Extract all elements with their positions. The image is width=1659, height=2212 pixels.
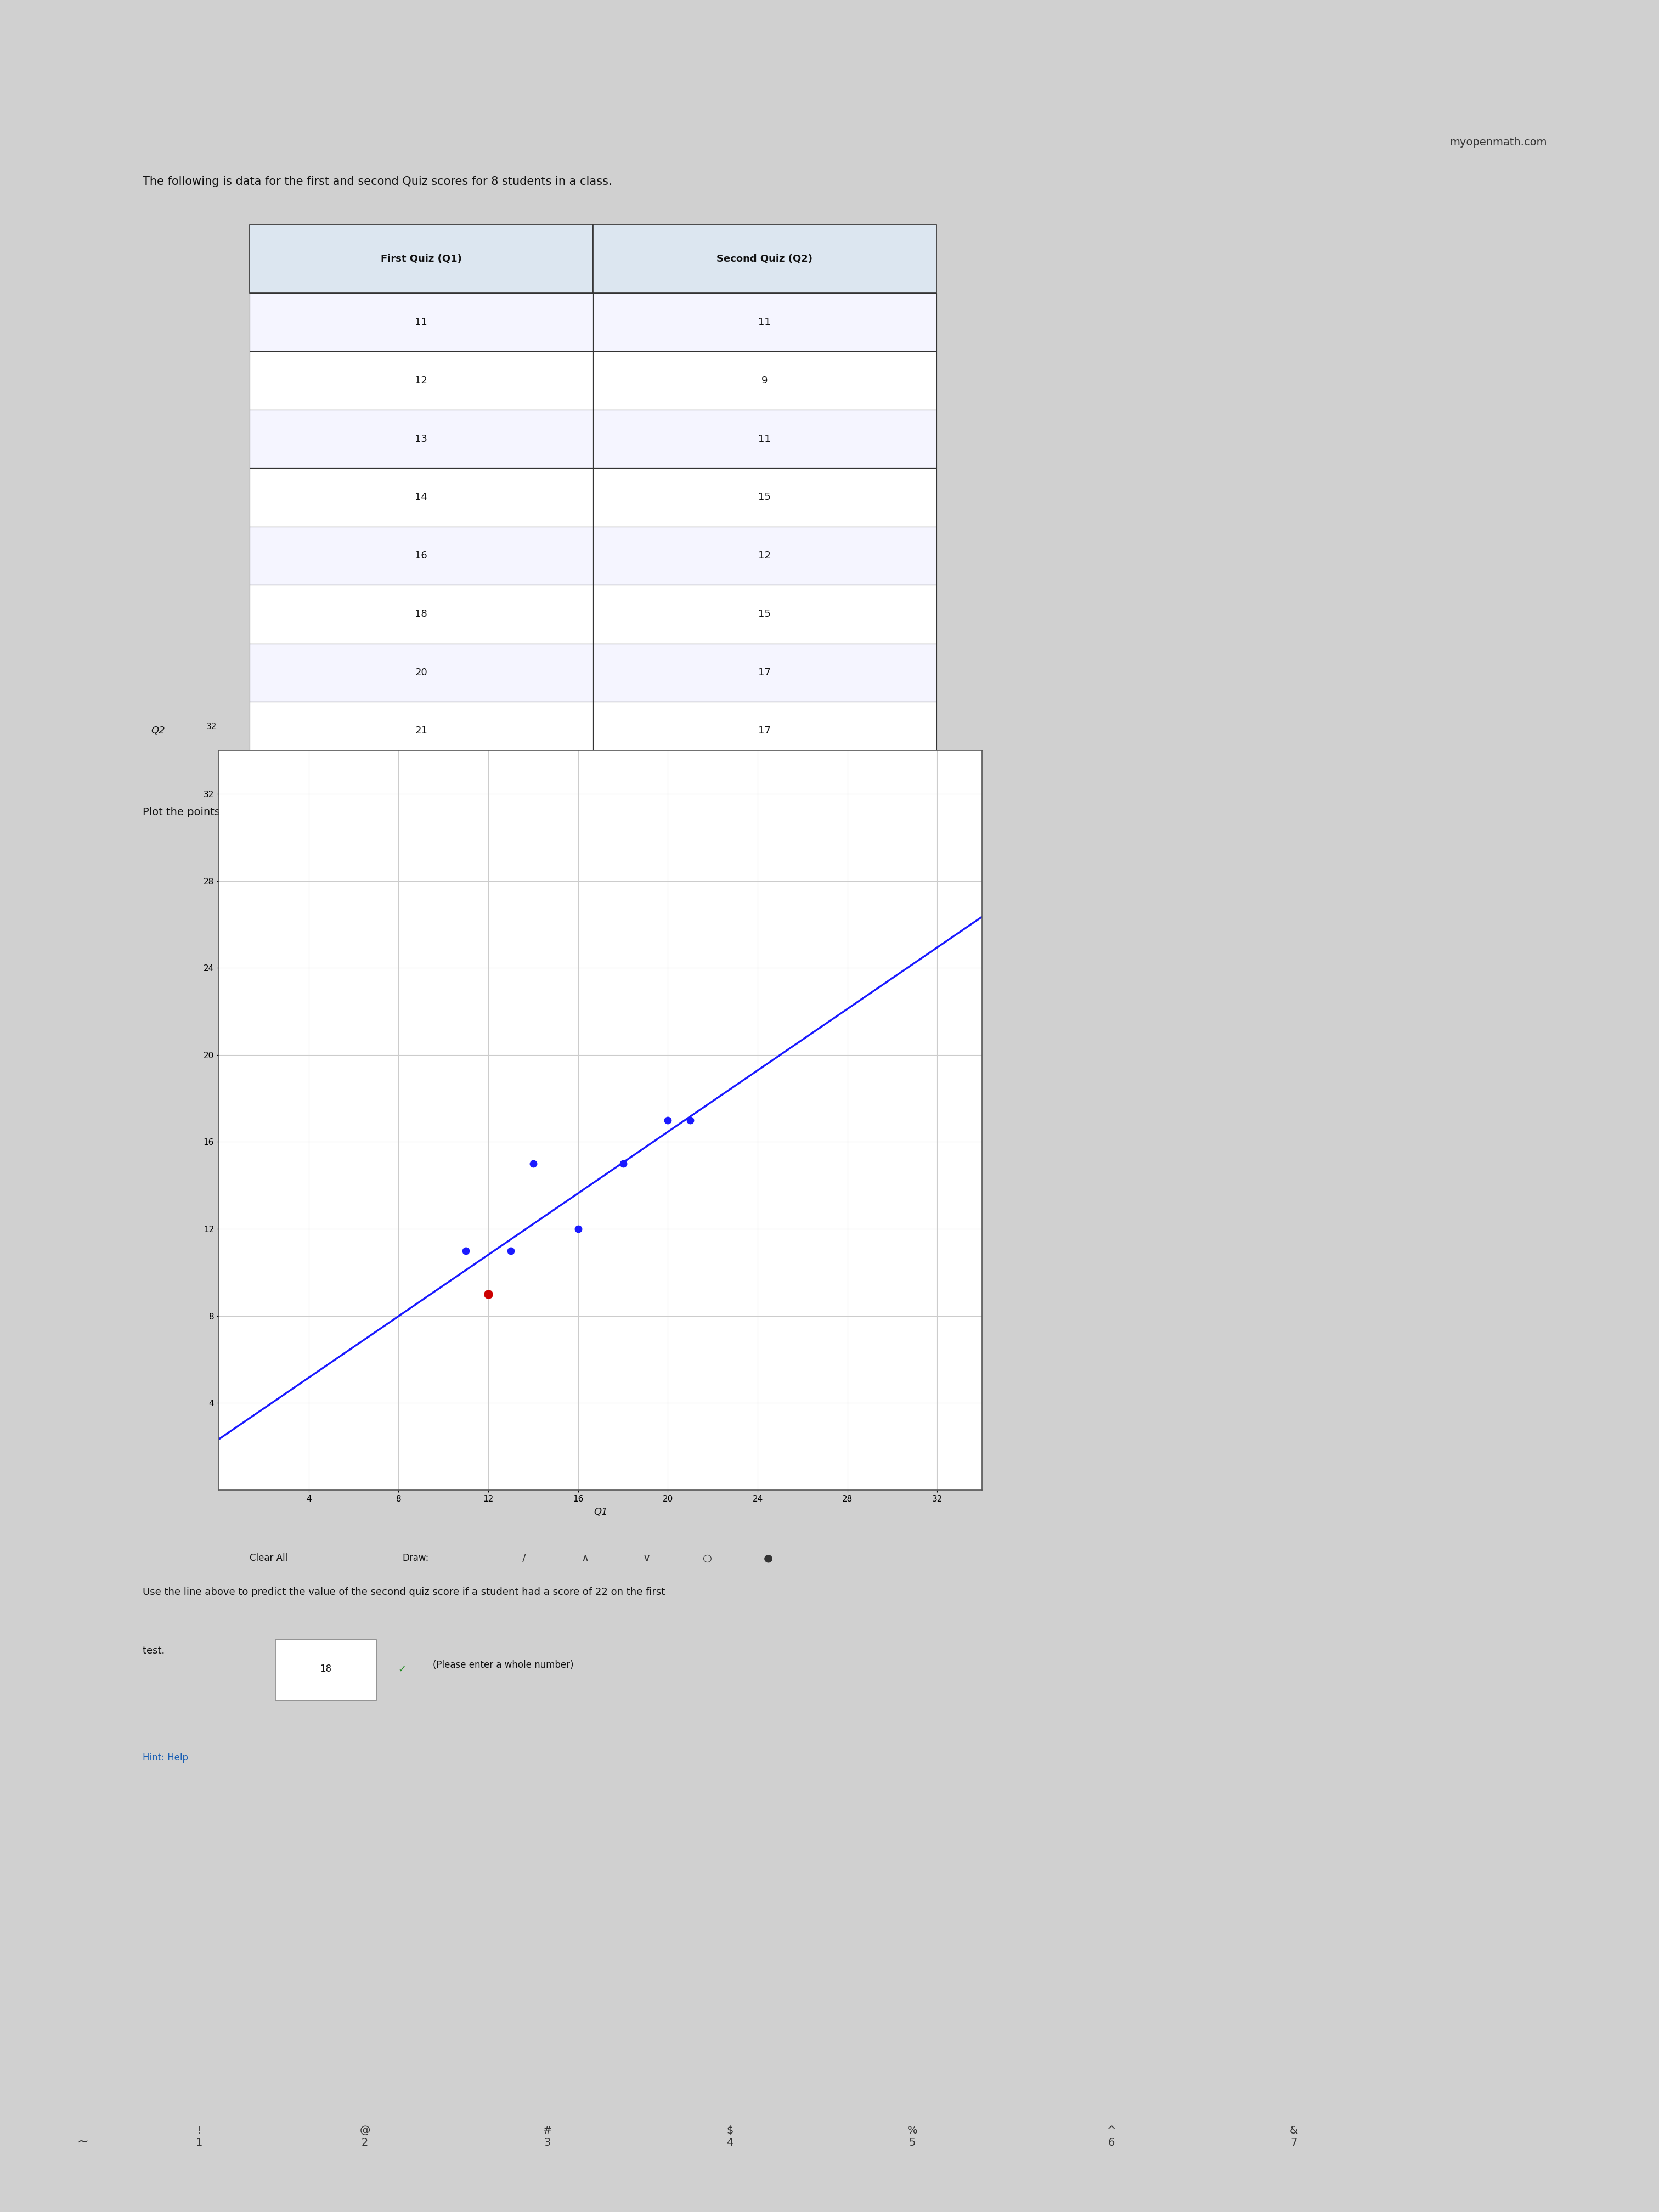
FancyBboxPatch shape	[592, 226, 936, 292]
Text: Hint: Help: Hint: Help	[143, 1752, 187, 1763]
FancyBboxPatch shape	[249, 352, 592, 409]
Text: 13: 13	[415, 434, 428, 445]
Text: 18: 18	[415, 608, 428, 619]
FancyBboxPatch shape	[592, 469, 936, 526]
Text: test.: test.	[143, 1646, 171, 1655]
Text: 14: 14	[415, 493, 428, 502]
Text: (Please enter a whole number): (Please enter a whole number)	[433, 1661, 574, 1670]
Point	[611, 1146, 637, 1181]
Text: Draw:: Draw:	[401, 1553, 428, 1564]
Point	[564, 1212, 591, 1248]
Text: $
4: $ 4	[727, 2126, 733, 2148]
FancyBboxPatch shape	[592, 292, 936, 352]
Text: 18: 18	[320, 1663, 332, 1674]
Text: 11: 11	[758, 316, 771, 327]
Text: 12: 12	[415, 376, 428, 385]
Text: Second Quiz (Q2): Second Quiz (Q2)	[717, 254, 813, 263]
Text: 16: 16	[415, 551, 428, 560]
FancyBboxPatch shape	[249, 292, 592, 352]
Point	[677, 1102, 703, 1137]
Text: /: /	[523, 1553, 526, 1564]
Text: ○: ○	[703, 1553, 712, 1564]
Text: Clear All: Clear All	[249, 1553, 287, 1564]
Text: #
3: # 3	[542, 2126, 552, 2148]
Text: %
5: % 5	[907, 2126, 917, 2148]
X-axis label: Q1: Q1	[594, 1506, 607, 1517]
Point	[498, 1232, 524, 1267]
FancyBboxPatch shape	[249, 526, 592, 584]
Text: 15: 15	[758, 608, 771, 619]
FancyBboxPatch shape	[249, 469, 592, 526]
Text: 20: 20	[415, 668, 428, 677]
Text: 15: 15	[758, 493, 771, 502]
FancyBboxPatch shape	[592, 352, 936, 409]
Point	[519, 1146, 546, 1181]
FancyBboxPatch shape	[275, 1639, 377, 1701]
Text: ^
6: ^ 6	[1107, 2126, 1117, 2148]
Text: @
2: @ 2	[360, 2126, 370, 2148]
Text: First Quiz (Q1): First Quiz (Q1)	[380, 254, 461, 263]
Text: ~: ~	[78, 2135, 88, 2148]
FancyBboxPatch shape	[592, 409, 936, 469]
Point	[655, 1102, 682, 1137]
Text: ✓: ✓	[398, 1663, 406, 1674]
Text: 32: 32	[206, 723, 217, 730]
FancyBboxPatch shape	[592, 644, 936, 701]
Text: ●: ●	[763, 1553, 773, 1564]
Text: 9: 9	[761, 376, 768, 385]
Text: 21: 21	[415, 726, 428, 737]
Text: myopenmath.com: myopenmath.com	[1450, 137, 1546, 148]
Text: 11: 11	[415, 316, 428, 327]
Text: ∨: ∨	[642, 1553, 650, 1564]
Text: The following is data for the first and second Quiz scores for 8 students in a c: The following is data for the first and …	[143, 177, 612, 188]
FancyBboxPatch shape	[592, 584, 936, 644]
FancyBboxPatch shape	[249, 226, 592, 292]
Text: 12: 12	[758, 551, 771, 560]
FancyBboxPatch shape	[249, 701, 592, 761]
FancyBboxPatch shape	[592, 701, 936, 761]
Point	[474, 1276, 501, 1312]
Text: Plot the points in the grid below, then sketch a line that best fits the data.: Plot the points in the grid below, then …	[143, 807, 539, 816]
Text: 17: 17	[758, 668, 771, 677]
FancyBboxPatch shape	[249, 584, 592, 644]
FancyBboxPatch shape	[592, 526, 936, 584]
Text: ∧: ∧	[581, 1553, 589, 1564]
Point	[453, 1232, 479, 1267]
Point	[474, 1276, 501, 1312]
Text: &
7: & 7	[1289, 2126, 1299, 2148]
Y-axis label: Q2: Q2	[151, 726, 164, 737]
Text: Use the line above to predict the value of the second quiz score if a student ha: Use the line above to predict the value …	[143, 1588, 665, 1597]
Text: !
1: ! 1	[196, 2126, 202, 2148]
FancyBboxPatch shape	[249, 409, 592, 469]
Text: 17: 17	[758, 726, 771, 737]
FancyBboxPatch shape	[249, 644, 592, 701]
Text: 11: 11	[758, 434, 771, 445]
